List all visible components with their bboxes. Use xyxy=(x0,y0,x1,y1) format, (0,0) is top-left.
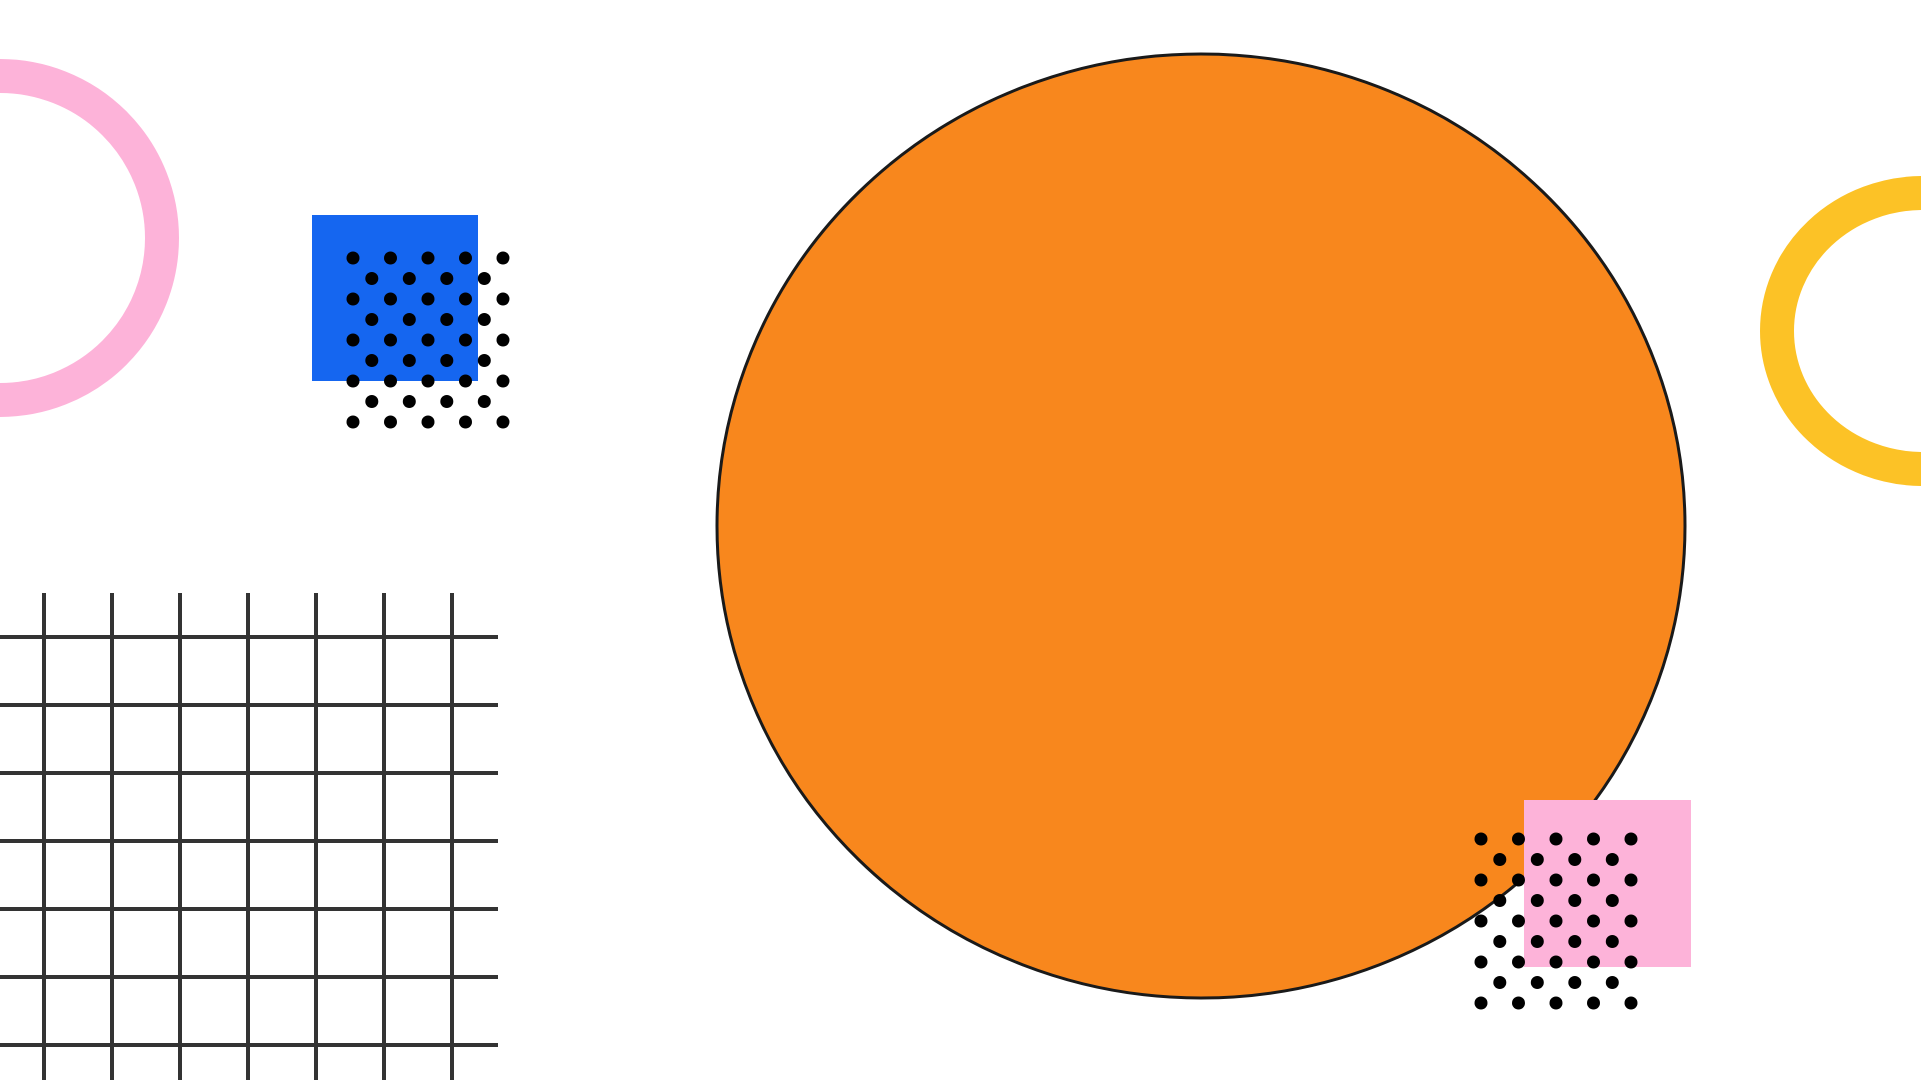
dot-pattern-bottom-dot xyxy=(1474,873,1488,887)
dot-pattern-bottom-dot xyxy=(1605,894,1619,907)
dot-pattern-bottom-dot xyxy=(1624,873,1638,887)
dot-pattern-bottom-dot xyxy=(1530,894,1544,907)
dot-pattern-bottom-dot xyxy=(1493,935,1507,948)
dot-pattern-top-dot xyxy=(496,292,510,306)
dot-pattern-top-dot xyxy=(346,374,360,388)
dot-pattern-top-dot xyxy=(346,415,360,429)
dot-pattern-top-dot xyxy=(440,395,454,408)
dot-pattern-top-dot xyxy=(365,354,379,367)
dot-pattern-bottom-dot xyxy=(1512,914,1525,928)
dot-pattern-bottom-dot xyxy=(1549,914,1563,928)
dot-pattern-bottom-dot xyxy=(1474,996,1488,1010)
dot-pattern-bottom xyxy=(1474,832,1638,1010)
dot-pattern-bottom-dot xyxy=(1587,873,1600,887)
dot-pattern-top-dot xyxy=(384,333,397,347)
dot-pattern-bottom-dot xyxy=(1549,873,1563,887)
orange-circle xyxy=(715,52,1687,1000)
dot-pattern-bottom-dot xyxy=(1624,832,1638,846)
dot-pattern-top-dot xyxy=(421,292,435,306)
dot-pattern-bottom-dot xyxy=(1474,955,1488,969)
dot-pattern-top-dot xyxy=(402,272,416,285)
dot-pattern-top-dot xyxy=(496,374,510,388)
dot-pattern-bottom-dot xyxy=(1530,976,1544,989)
dot-pattern-top-dot xyxy=(365,313,379,326)
pink-ring xyxy=(0,59,179,417)
dot-pattern-bottom-dot xyxy=(1587,914,1600,928)
dot-pattern-top-dot xyxy=(346,251,360,265)
dot-pattern-bottom-dot xyxy=(1474,832,1488,846)
dot-pattern-bottom-dot xyxy=(1605,935,1619,948)
dot-pattern-top-dot xyxy=(421,333,435,347)
dot-pattern-bottom-dot xyxy=(1624,955,1638,969)
dot-pattern-bottom-dot xyxy=(1530,935,1544,948)
dot-pattern-top-dot xyxy=(477,272,491,285)
dot-pattern-bottom-dot xyxy=(1568,894,1582,907)
dot-pattern-bottom-dot xyxy=(1587,996,1600,1010)
dot-pattern-bottom-dot xyxy=(1605,853,1619,866)
dot-pattern-top-dot xyxy=(402,395,416,408)
dot-pattern-bottom-dot xyxy=(1587,955,1600,969)
dot-pattern-bottom-dot xyxy=(1549,832,1563,846)
dot-pattern-bottom-dot xyxy=(1512,996,1525,1010)
dot-pattern-bottom-dot xyxy=(1549,955,1563,969)
dot-pattern-bottom-dot xyxy=(1549,996,1563,1010)
dot-pattern-bottom-dot xyxy=(1624,914,1638,928)
dot-pattern-bottom-dot xyxy=(1474,914,1488,928)
dot-pattern-bottom-dot xyxy=(1493,894,1507,907)
dot-pattern-top-dot xyxy=(496,415,510,429)
dot-pattern-top-dot xyxy=(440,272,454,285)
dot-pattern-top-dot xyxy=(496,251,510,265)
yellow-ring xyxy=(1760,176,1921,486)
dot-pattern-top-dot xyxy=(421,415,435,429)
dot-pattern-top-dot xyxy=(384,251,397,265)
dot-pattern-top-dot xyxy=(477,313,491,326)
dot-pattern-top-dot xyxy=(384,292,397,306)
dot-pattern-top-dot xyxy=(477,354,491,367)
dot-pattern-bottom-dot xyxy=(1512,832,1525,846)
dot-pattern-top-dot xyxy=(459,333,472,347)
dot-pattern-bottom-dot xyxy=(1512,873,1525,887)
dot-pattern-top-dot xyxy=(365,395,379,408)
dot-pattern-bottom-dot xyxy=(1493,976,1507,989)
dot-pattern-top-dot xyxy=(459,292,472,306)
dot-pattern-top-dot xyxy=(346,333,360,347)
dot-pattern-bottom-dot xyxy=(1512,955,1525,969)
dot-pattern-top-dot xyxy=(384,374,397,388)
dot-pattern-top-dot xyxy=(459,251,472,265)
dot-pattern-bottom-dot xyxy=(1568,853,1582,866)
dot-pattern-top-dot xyxy=(365,272,379,285)
dot-pattern-bottom-dot xyxy=(1530,853,1544,866)
dot-pattern-bottom-dot xyxy=(1568,976,1582,989)
dot-pattern-top-dot xyxy=(496,333,510,347)
dot-pattern-top-dot xyxy=(421,374,435,388)
dot-pattern-top-dot xyxy=(402,354,416,367)
dot-pattern-top-dot xyxy=(477,395,491,408)
dot-pattern-bottom-dot xyxy=(1587,832,1600,846)
dot-pattern-top-dot xyxy=(346,292,360,306)
dot-pattern-top-dot xyxy=(402,313,416,326)
dot-pattern-bottom-dot xyxy=(1568,935,1582,948)
dot-pattern-bottom-dot xyxy=(1624,996,1638,1010)
dot-pattern-bottom-dot xyxy=(1605,976,1619,989)
dot-pattern-top xyxy=(346,251,510,429)
dot-pattern-top-dot xyxy=(459,374,472,388)
grid-pattern xyxy=(0,593,498,1080)
dot-pattern-top-dot xyxy=(384,415,397,429)
dot-pattern-bottom-dot xyxy=(1493,853,1507,866)
dot-pattern-top-dot xyxy=(459,415,472,429)
dot-pattern-top-dot xyxy=(421,251,435,265)
dot-pattern-top-dot xyxy=(440,354,454,367)
dot-pattern-top-dot xyxy=(440,313,454,326)
